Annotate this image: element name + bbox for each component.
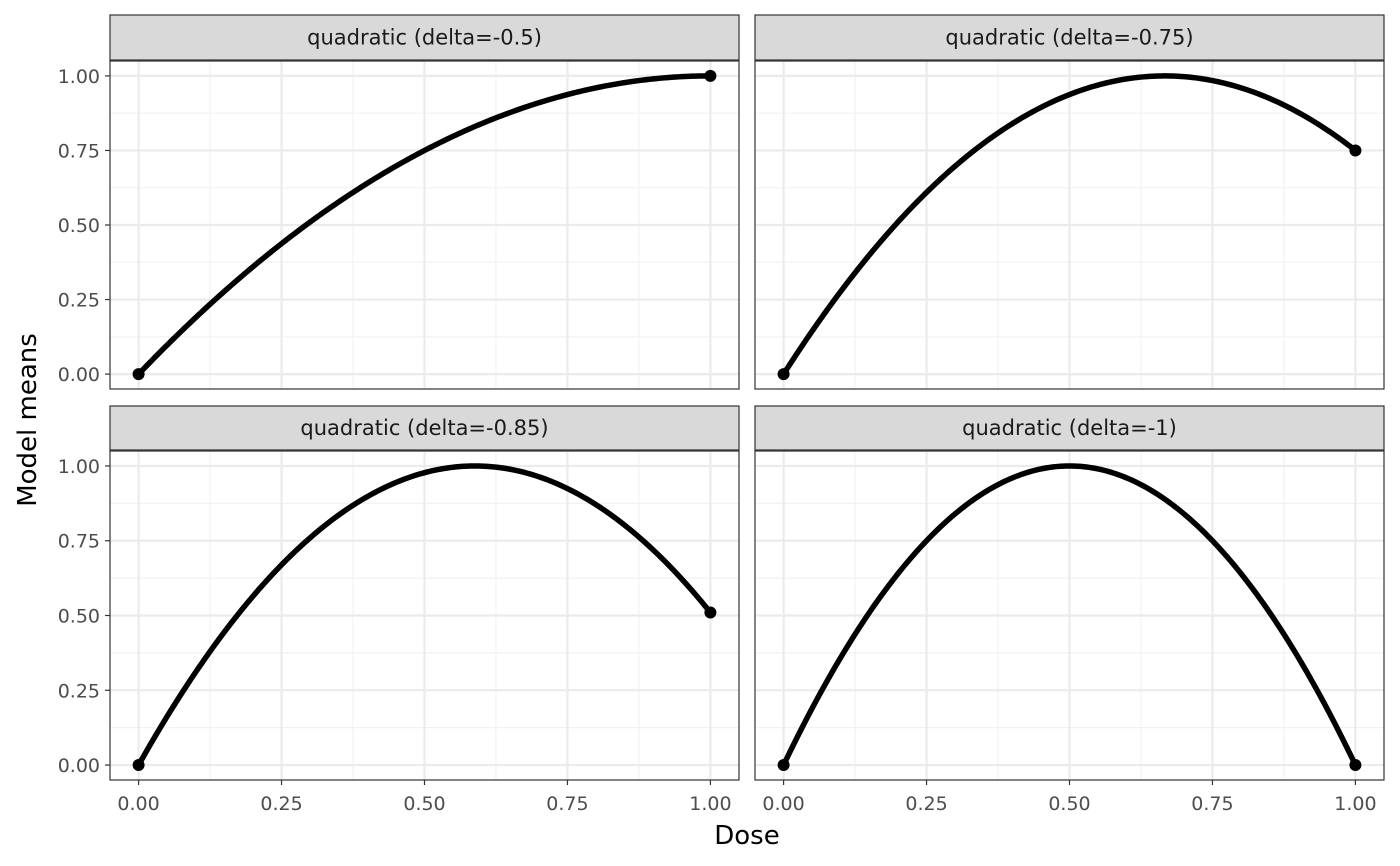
x-tick-label: 1.00 <box>1334 793 1376 815</box>
x-tick-label: 0.75 <box>1191 793 1233 815</box>
data-point <box>777 759 790 772</box>
x-tick-label: 0.00 <box>117 793 159 815</box>
y-tick-label: 0.00 <box>58 364 100 386</box>
y-tick-label: 0.75 <box>58 531 100 553</box>
data-point <box>132 759 145 772</box>
model-curve <box>135 73 714 377</box>
panel-border <box>754 60 1385 390</box>
x-tick-label: 0.25 <box>260 793 302 815</box>
data-point <box>132 368 145 381</box>
panel: quadratic (delta=-0.85) 0.00 0.25 0.50 0.75 1… <box>58 405 740 815</box>
model-curve <box>780 463 1359 768</box>
x-tick-label: 0.50 <box>403 793 445 815</box>
y-tick-label: 0.00 <box>58 755 100 777</box>
x-tick-label: 0.25 <box>905 793 947 815</box>
panel: quadratic (delta=-0.75) <box>754 14 1385 390</box>
x-tick-label: 0.50 <box>1048 793 1090 815</box>
panels-layer: quadratic (delta=-0.5) 0.00 0.25 0.50 0.75 1.… <box>58 14 1385 815</box>
x-tick-label: 1.00 <box>689 793 731 815</box>
panel: quadratic (delta=-1) 0.00 0.25 0.50 0.75 1.00 <box>754 405 1385 815</box>
panel: quadratic (delta=-0.5) 0.00 0.25 0.50 0.75 1.… <box>58 14 740 390</box>
panel-title: quadratic (delta=-0.85) <box>300 416 548 440</box>
panel-strip <box>109 405 740 451</box>
panel-title: quadratic (delta=-0.5) <box>307 26 542 50</box>
data-point <box>1349 759 1362 772</box>
y-tick-label: 0.50 <box>58 606 100 628</box>
model-curve <box>135 463 714 768</box>
data-point <box>777 368 790 381</box>
x-tick-label: 0.75 <box>546 793 588 815</box>
y-tick-label: 0.25 <box>58 290 100 312</box>
data-point <box>1349 144 1362 157</box>
data-point <box>704 606 717 619</box>
panel-title: quadratic (delta=-1) <box>962 416 1177 440</box>
data-point <box>704 69 717 82</box>
panel-title: quadratic (delta=-0.75) <box>945 26 1193 50</box>
x-tick-label: 0.00 <box>762 793 804 815</box>
x-axis-title: Dose <box>714 821 779 851</box>
panel-strip <box>754 405 1385 451</box>
y-axis-title: Model means <box>13 333 43 507</box>
panel-strip <box>754 14 1385 61</box>
y-tick-label: 0.75 <box>58 140 100 162</box>
y-tick-label: 0.50 <box>58 215 100 237</box>
panel-strip <box>109 14 740 61</box>
y-tick-label: 0.25 <box>58 680 100 702</box>
model-curve <box>780 73 1359 377</box>
y-tick-label: 1.00 <box>58 456 100 478</box>
y-tick-label: 1.00 <box>58 66 100 88</box>
